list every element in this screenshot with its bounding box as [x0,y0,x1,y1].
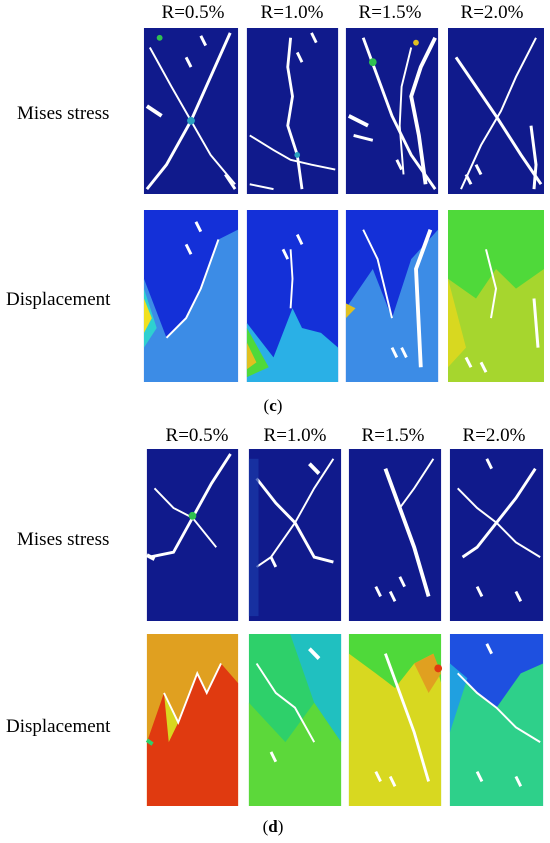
mises-panel-c-r1-5 [344,28,440,194]
header-r-2-0-d: R=2.0% [462,425,526,446]
displacement-panel-c-r1-5 [344,210,440,382]
header-r-0-5-c: R=0.5% [161,2,225,23]
displacement-panel-c-r1-0 [245,210,340,382]
mises-panel-c-r1-0 [245,28,340,194]
mises-panel-d-r2-0 [448,449,545,621]
row-label-mises-d: Mises stress [17,529,110,550]
mises-panel-d-r0-5 [145,449,240,621]
displacement-panel-c-r0-5 [142,210,240,382]
caption-d-letter: d [268,817,278,836]
mises-panel-c-r2-0 [446,28,546,194]
row-label-mises-c: Mises stress [17,103,110,124]
header-r-0-5-d: R=0.5% [165,425,229,446]
header-r-2-0-c: R=2.0% [460,2,524,23]
row-label-displacement-d: Displacement [6,716,111,737]
caption-d: (d) [262,817,284,836]
displacement-panel-d-r1-5 [347,634,443,806]
mises-panel-c-r0-5 [142,28,240,194]
displacement-panel-c-r2-0 [446,210,546,382]
caption-c-letter: c [269,396,277,415]
caption-c: (c) [263,396,283,415]
displacement-panel-d-r2-0 [448,634,545,806]
mises-panel-d-r1-5 [347,449,443,621]
header-r-1-0-c: R=1.0% [260,2,324,23]
displacement-panel-d-r1-0 [247,634,343,806]
header-r-1-5-c: R=1.5% [358,2,422,23]
displacement-panel-d-r0-5 [145,634,240,806]
header-r-1-0-d: R=1.0% [263,425,327,446]
row-label-displacement-c: Displacement [6,289,111,310]
mises-panel-d-r1-0 [247,449,343,621]
header-r-1-5-d: R=1.5% [361,425,425,446]
